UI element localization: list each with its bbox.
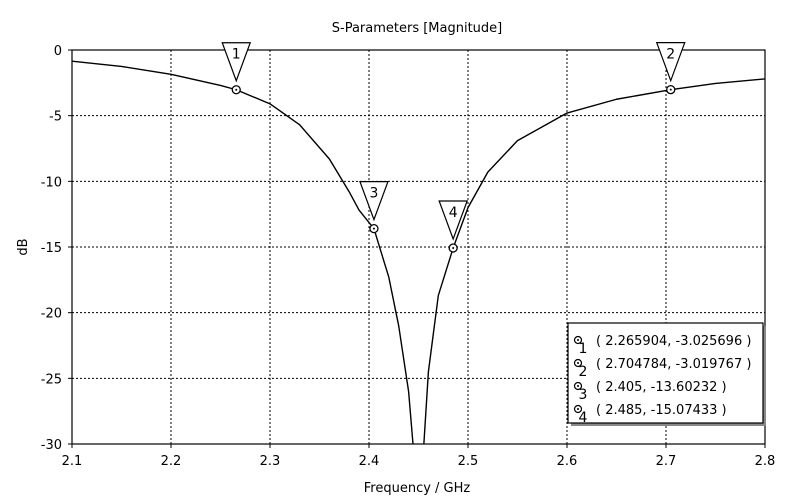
x-tick-label: 2.2 xyxy=(161,454,182,469)
legend-row-4: 4 ( 2.485, -15.07433 ) xyxy=(573,403,727,426)
y-tick-label: -15 xyxy=(41,241,62,256)
marker-dot xyxy=(372,227,375,230)
y-tick-label: 0 xyxy=(54,44,62,59)
legend-marker-dot xyxy=(577,339,579,341)
marker-flag xyxy=(655,42,686,83)
legend-box xyxy=(567,322,764,424)
marker-4: 4 xyxy=(438,200,469,253)
marker-flag xyxy=(359,181,389,222)
y-tick-label: -10 xyxy=(41,175,62,190)
chart-title: S-Parameters [Magnitude] xyxy=(332,21,503,36)
marker-number: 3 xyxy=(369,186,378,202)
legend-row-1: 1 ( 2.265904, -3.025696 ) xyxy=(573,334,751,357)
x-tick-label: 2.7 xyxy=(656,454,677,469)
marker-number: 2 xyxy=(666,47,675,63)
legend-value: ( 2.405, -13.60232 ) xyxy=(596,380,727,395)
x-tick-label: 2.1 xyxy=(62,454,83,469)
grid-lines xyxy=(72,50,765,444)
legend-value: ( 2.265904, -3.025696 ) xyxy=(596,334,751,349)
legend-marker-number: 4 xyxy=(579,410,588,426)
marker-flag xyxy=(221,42,252,83)
series-line xyxy=(72,60,765,444)
marker-dot xyxy=(235,88,238,91)
marker-3: 3 xyxy=(359,181,389,234)
plot-area xyxy=(72,60,765,444)
marker-2: 2 xyxy=(655,42,686,95)
y-axis-label: dB xyxy=(16,238,31,255)
markers: 1 2 3 4 xyxy=(221,42,686,253)
legend-marker-dot xyxy=(577,385,579,387)
marker-legend: 1 ( 2.265904, -3.025696 ) 2 ( 2.704784, -3.… xyxy=(567,322,766,426)
x-tick-label: 2.8 xyxy=(755,454,776,469)
legend-row-2: 2 ( 2.704784, -3.019767 ) xyxy=(573,357,751,380)
marker-number: 1 xyxy=(232,47,241,63)
legend-marker-number: 2 xyxy=(579,364,588,380)
y-tick-label: -20 xyxy=(41,307,62,322)
x-axis-label: Frequency / GHz xyxy=(364,481,471,496)
x-tick-label: 2.4 xyxy=(359,454,380,469)
y-tick-label: -30 xyxy=(41,438,62,453)
x-tick-label: 2.5 xyxy=(458,454,479,469)
legend-row-3: 3 ( 2.405, -13.60232 ) xyxy=(573,380,727,403)
legend-value: ( 2.704784, -3.019767 ) xyxy=(596,357,751,372)
marker-dot xyxy=(669,88,672,91)
y-tick-label: -25 xyxy=(41,372,62,387)
legend-marker-dot xyxy=(577,408,579,410)
marker-flag xyxy=(438,200,469,241)
y-tick-label: -5 xyxy=(49,110,62,125)
marker-number: 4 xyxy=(449,205,458,221)
x-tick-label: 2.3 xyxy=(260,454,281,469)
legend-value: ( 2.485, -15.07433 ) xyxy=(596,403,727,418)
marker-dot xyxy=(452,246,455,249)
marker-1: 1 xyxy=(221,42,252,95)
legend-marker-dot xyxy=(577,362,579,364)
x-tick-label: 2.6 xyxy=(557,454,578,469)
legend-marker-number: 1 xyxy=(579,341,588,357)
legend-marker-number: 3 xyxy=(579,387,588,403)
axes: 2.1 2.2 2.3 2.4 2.5 2.6 2.7 2.8 0 -5 -10 -15 -20 -25 -… xyxy=(41,44,776,469)
